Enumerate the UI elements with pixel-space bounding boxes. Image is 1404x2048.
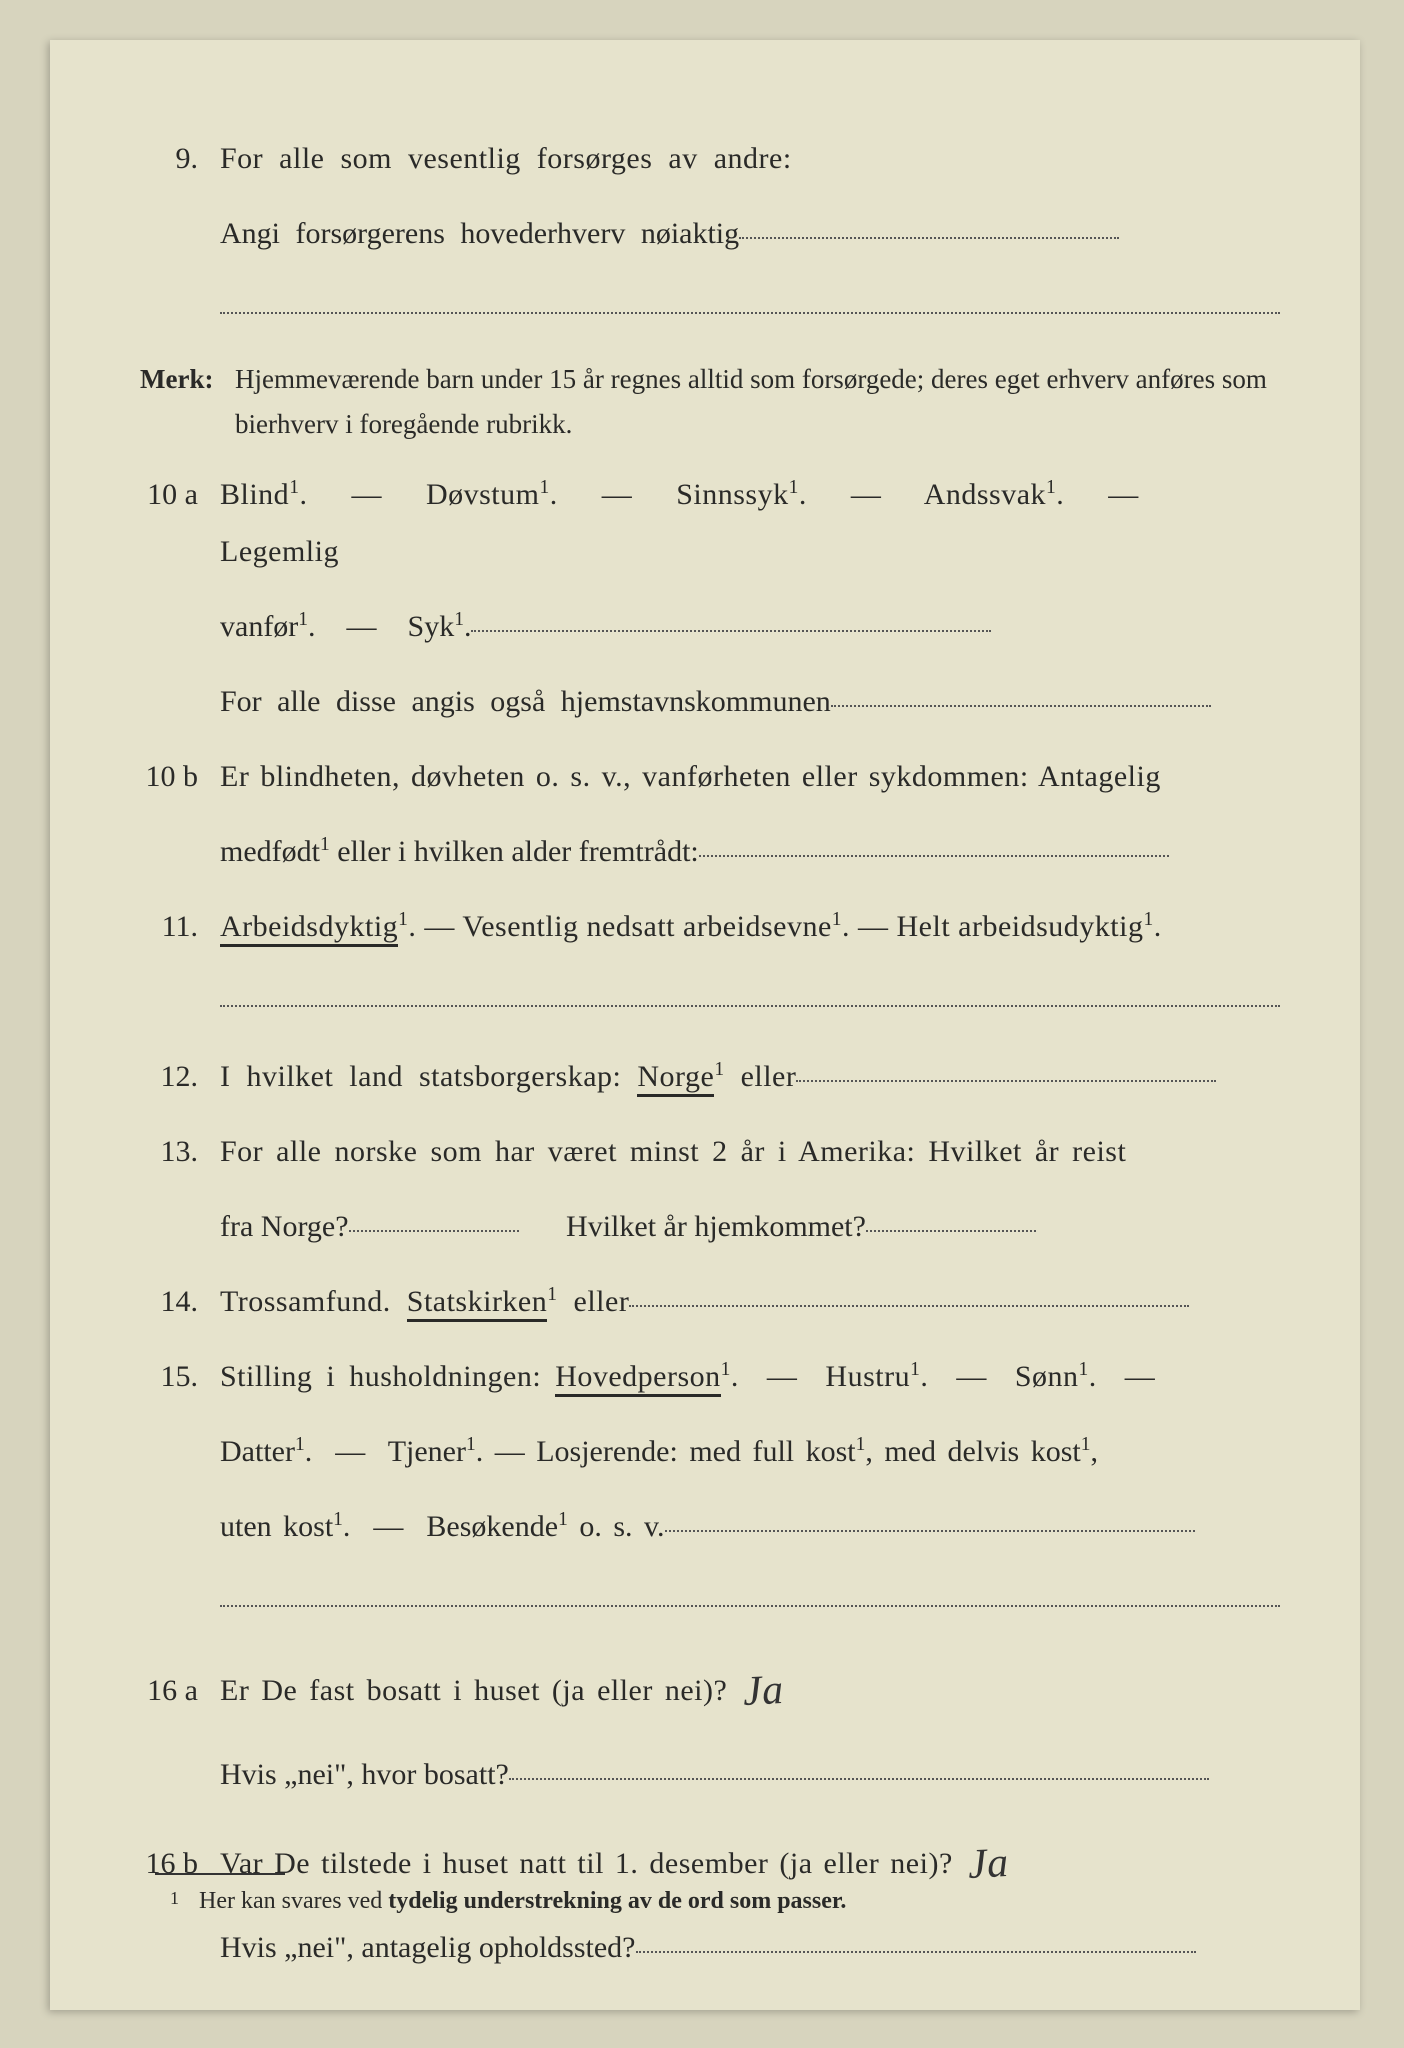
- q16a-line2: Hvis „nei", hvor bosatt?: [220, 1746, 1280, 1803]
- q15-number: 15.: [130, 1348, 220, 1405]
- question-14: 14. Trossamfund. Statskirken1 eller: [130, 1273, 1280, 1330]
- q16a-line1: Er De fast bosatt i huset (ja eller nei)…: [220, 1648, 1280, 1728]
- q16b-line2: Hvis „nei", antagelig opholdssted?: [220, 1919, 1280, 1976]
- q15-line3: uten kost1. — Besøkende1 o. s. v.: [220, 1498, 1280, 1555]
- q16a-answer: Ja: [741, 1651, 786, 1733]
- question-9: 9. For alle som vesentlig forsørges av a…: [130, 130, 1280, 187]
- question-16a: 16 a Er De fast bosatt i huset (ja eller…: [130, 1648, 1280, 1728]
- q13-number: 13.: [130, 1123, 220, 1180]
- question-10a: 10 a Blind1. — Døvstum1. — Sinnssyk1. — …: [130, 466, 1280, 580]
- question-12: 12. I hvilket land statsborgerskap: Norg…: [130, 1048, 1280, 1105]
- q11-blank: [220, 973, 1280, 1030]
- q16a-number: 16 a: [130, 1662, 220, 1719]
- q15-line1: Stilling i husholdningen: Hovedperson1. …: [220, 1348, 1280, 1405]
- merk-text: Hjemmeværende barn under 15 år regnes al…: [235, 357, 1280, 446]
- q10a-line3: For alle disse angis også hjemstavnskomm…: [220, 673, 1280, 730]
- q9-line1: For alle som vesentlig forsørges av andr…: [220, 130, 1280, 187]
- q12-number: 12.: [130, 1048, 220, 1105]
- q16b-answer: Ja: [966, 1824, 1011, 1906]
- q10b-line2: medfødt1 eller i hvilken alder fremtrådt…: [220, 823, 1280, 880]
- q15-line2: Datter1. — Tjener1. — Losjerende: med fu…: [220, 1423, 1280, 1480]
- merk-label: Merk:: [130, 357, 235, 402]
- q9-blank: [220, 280, 1280, 337]
- q11-content: Arbeidsdyktig1. — Vesentlig nedsatt arbe…: [220, 898, 1280, 955]
- q14-number: 14.: [130, 1273, 220, 1330]
- q10a-number: 10 a: [130, 466, 220, 523]
- footnote-text: Her kan svares ved tydelig understreknin…: [199, 1888, 846, 1914]
- q11-number: 11.: [130, 898, 220, 955]
- q13-line1: For alle norske som har været minst 2 år…: [220, 1123, 1280, 1180]
- q10a-line2: vanfør1. — Syk1.: [220, 598, 1280, 655]
- q9-number: 9.: [130, 130, 220, 187]
- q12-content: I hvilket land statsborgerskap: Norge1 e…: [220, 1048, 1280, 1105]
- document-page: 9. For alle som vesentlig forsørges av a…: [50, 40, 1360, 2010]
- footnote-number: 1: [170, 1888, 179, 1908]
- footnote: 1 Her kan svares ved tydelig understrekn…: [170, 1888, 846, 1915]
- question-15: 15. Stilling i husholdningen: Hovedperso…: [130, 1348, 1280, 1405]
- q13-line2: fra Norge? Hvilket år hjemkommet?: [220, 1198, 1280, 1255]
- merk-note: Merk: Hjemmeværende barn under 15 år reg…: [130, 357, 1280, 446]
- q14-content: Trossamfund. Statskirken1 eller: [220, 1273, 1280, 1330]
- q9-line2: Angi forsørgerens hovederhverv nøiaktig: [220, 205, 1280, 262]
- q16b-number: 16 b: [130, 1835, 220, 1892]
- q10b-number: 10 b: [130, 748, 220, 805]
- question-10b: 10 b Er blindheten, døvheten o. s. v., v…: [130, 748, 1280, 805]
- question-13: 13. For alle norske som har været minst …: [130, 1123, 1280, 1180]
- footnote-rule: [155, 1873, 285, 1875]
- q10b-line1: Er blindheten, døvheten o. s. v., vanfør…: [220, 748, 1280, 805]
- q10a-line1: Blind1. — Døvstum1. — Sinnssyk1. — Andss…: [220, 466, 1280, 580]
- question-11: 11. Arbeidsdyktig1. — Vesentlig nedsatt …: [130, 898, 1280, 955]
- q15-blank: [220, 1573, 1280, 1630]
